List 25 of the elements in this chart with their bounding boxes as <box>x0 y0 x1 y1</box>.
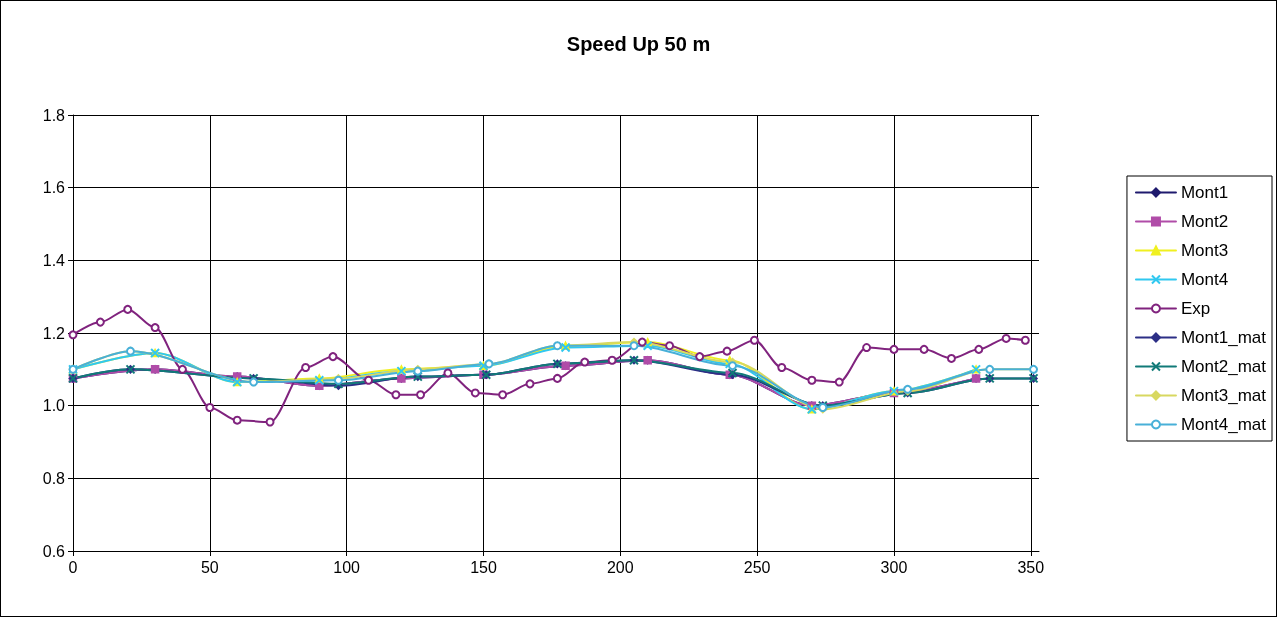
legend-label: Mont1_mat <box>1180 328 1267 347</box>
x-tick-label: 0 <box>68 558 78 576</box>
x-tick-label: 200 <box>606 558 634 576</box>
y-tick-label: 1.4 <box>42 251 66 269</box>
x-tick-label: 50 <box>200 558 219 576</box>
legend-label: Mont4 <box>1180 270 1229 289</box>
y-tick-label: 1.0 <box>42 397 66 415</box>
x-tick-label: 350 <box>1017 558 1045 576</box>
x-tick-label: 100 <box>333 558 361 576</box>
x-tick-label: 300 <box>880 558 908 576</box>
y-tick-label: 0.6 <box>42 542 66 560</box>
y-tick-label: 0.8 <box>42 469 66 487</box>
legend-label: Mont2 <box>1180 212 1229 231</box>
x-tick-label: 250 <box>743 558 771 576</box>
y-tick-label: 1.2 <box>42 324 66 342</box>
legend-label: Mont2_mat <box>1180 357 1267 376</box>
legend-label: Mont1 <box>1180 183 1229 202</box>
x-tick-label: 150 <box>470 558 497 576</box>
legend-label: Mont4_mat <box>1180 415 1267 434</box>
y-tick-label: 1.6 <box>42 179 66 197</box>
legend-label: Exp <box>1180 299 1211 318</box>
chart-title: Speed Up 50 m <box>566 33 711 55</box>
legend-label: Mont3_mat <box>1180 386 1267 405</box>
legend-label: Mont3 <box>1180 241 1229 260</box>
y-tick-label: 1.8 <box>42 106 66 124</box>
